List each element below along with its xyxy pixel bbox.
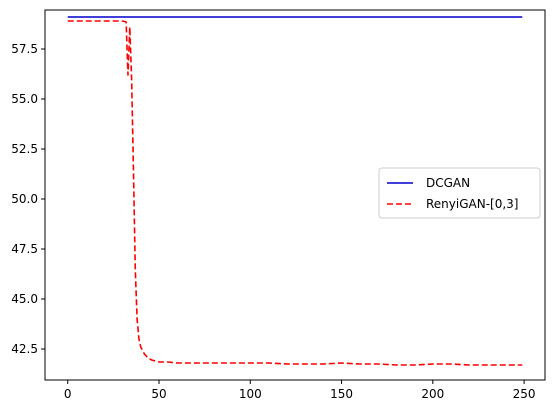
legend-label-renyigan: RenyiGAN-[0,3] <box>426 197 518 211</box>
y-tick-label: 55.0 <box>11 92 38 106</box>
legend-label-dcgan: DCGAN <box>426 176 470 190</box>
y-tick-label: 45.0 <box>11 292 38 306</box>
plot-frame <box>44 9 546 381</box>
y-tick-label: 52.5 <box>11 142 38 156</box>
x-tick-label: 200 <box>421 387 444 401</box>
y-tick-label: 57.5 <box>11 42 38 56</box>
x-tick-label: 0 <box>64 387 72 401</box>
y-tick-label: 42.5 <box>11 342 38 356</box>
x-tick-label: 100 <box>239 387 262 401</box>
series-line-renyigan <box>67 20 523 366</box>
series-layer <box>67 16 523 366</box>
y-axis-ticks: 42.5 45.0 47.5 50.0 52.5 55.0 57.5 <box>11 42 45 356</box>
legend-box <box>378 167 541 219</box>
legend: DCGAN RenyiGAN-[0,3] <box>378 167 541 219</box>
x-tick-label: 150 <box>330 387 353 401</box>
y-tick-label: 50.0 <box>11 192 38 206</box>
x-axis-ticks: 0 50 100 150 200 250 <box>64 380 536 401</box>
x-tick-label: 250 <box>513 387 536 401</box>
x-tick-label: 50 <box>151 387 166 401</box>
y-tick-label: 47.5 <box>11 242 38 256</box>
